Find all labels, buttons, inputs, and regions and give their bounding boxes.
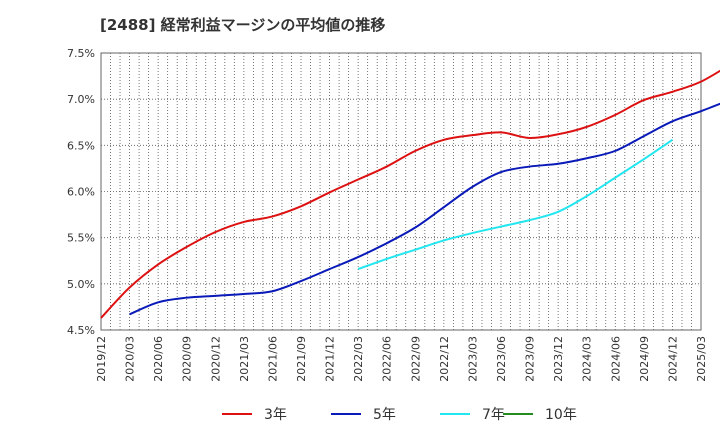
x-tick-label: 2021/09 bbox=[295, 336, 308, 382]
y-tick-label: 5.5% bbox=[67, 232, 95, 245]
legend-label: 7年 bbox=[482, 407, 505, 423]
legend-label: 3年 bbox=[264, 407, 287, 423]
x-tick-label: 2020/03 bbox=[124, 336, 137, 382]
x-tick-label: 2024/12 bbox=[666, 336, 679, 382]
x-tick-label: 2022/06 bbox=[381, 336, 394, 382]
x-tick-label: 2023/06 bbox=[495, 336, 508, 382]
x-tick-label: 2024/09 bbox=[638, 336, 651, 382]
y-tick-label: 4.5% bbox=[67, 324, 95, 337]
x-tick-label: 2024/06 bbox=[609, 336, 622, 382]
x-tick-label: 2022/12 bbox=[438, 336, 451, 382]
legend-label: 10年 bbox=[545, 407, 577, 423]
y-tick-label: 6.5% bbox=[67, 139, 95, 152]
y-tick-label: 7.5% bbox=[67, 47, 95, 60]
x-tick-label: 2021/12 bbox=[324, 336, 337, 382]
x-tick-label: 2022/03 bbox=[352, 336, 365, 382]
x-tick-label: 2023/03 bbox=[466, 336, 479, 382]
x-tick-label: 2023/09 bbox=[524, 336, 537, 382]
x-tick-label: 2019/12 bbox=[95, 336, 108, 382]
y-tick-label: 6.0% bbox=[67, 186, 95, 199]
legend-label: 5年 bbox=[373, 407, 396, 423]
chart-title: [2488] 経常利益マージンの平均値の推移 bbox=[100, 16, 386, 34]
x-tick-label: 2024/03 bbox=[581, 336, 594, 382]
y-tick-label: 5.0% bbox=[67, 278, 95, 291]
x-tick-label: 2021/06 bbox=[266, 336, 279, 382]
series-line-7年 bbox=[357, 138, 673, 271]
plot-frame bbox=[100, 52, 702, 331]
x-tick-label: 2020/12 bbox=[209, 336, 222, 382]
series-line-3年 bbox=[100, 69, 720, 319]
x-tick-label: 2020/06 bbox=[152, 336, 165, 382]
x-tick-label: 2021/03 bbox=[238, 336, 251, 382]
x-tick-label: 2025/03 bbox=[695, 336, 708, 382]
x-tick-label: 2022/09 bbox=[409, 336, 422, 382]
series-line-5年 bbox=[129, 102, 720, 316]
x-tick-label: 2020/09 bbox=[181, 336, 194, 382]
x-tick-label: 2023/12 bbox=[552, 336, 565, 382]
y-tick-label: 7.0% bbox=[67, 93, 95, 106]
